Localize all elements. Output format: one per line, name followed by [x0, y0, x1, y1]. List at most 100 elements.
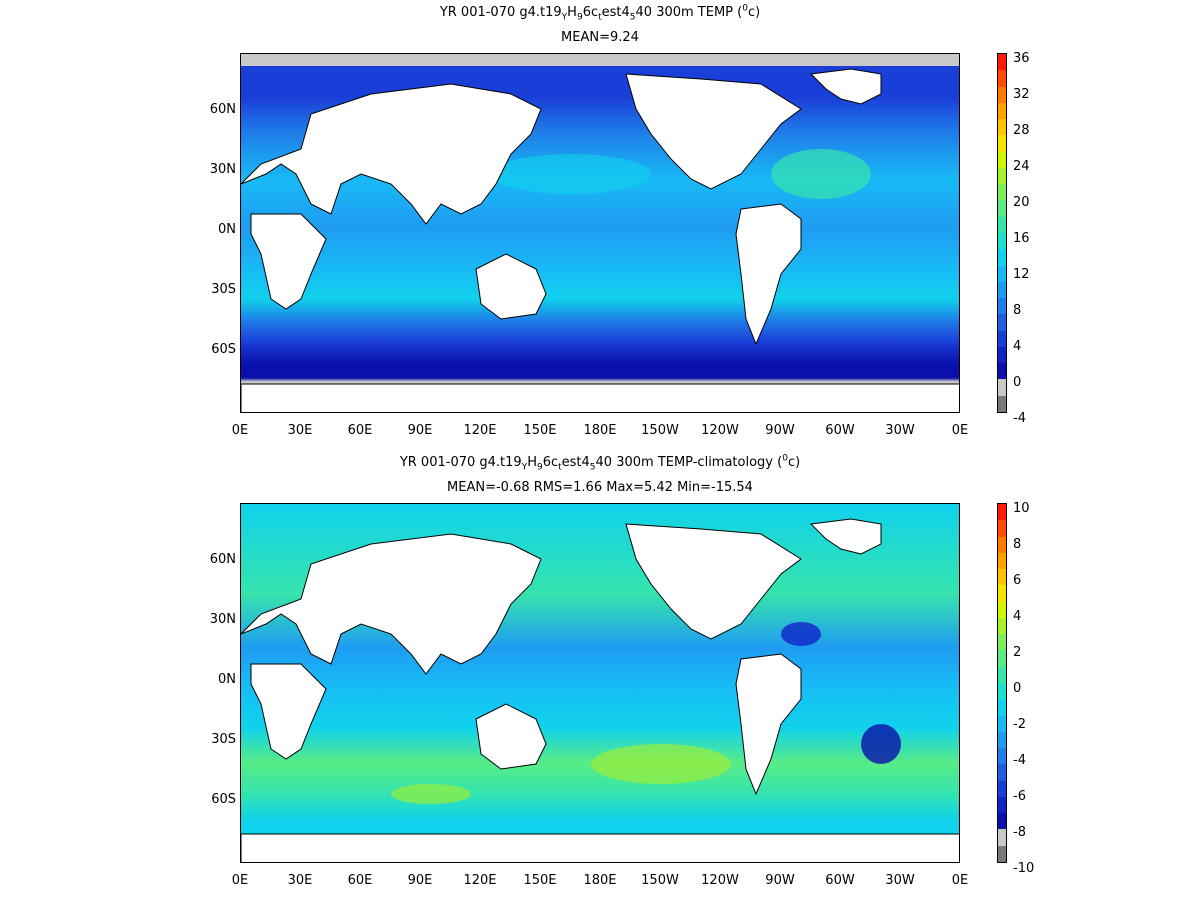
colorbar-segment — [998, 504, 1006, 521]
x-tick-label: 150E — [523, 873, 557, 888]
colorbar-segment — [998, 569, 1006, 587]
y-tick-label: 30N — [209, 612, 236, 627]
y-tick-label: 30N — [209, 162, 236, 177]
colorbar-segment — [998, 167, 1006, 185]
x-tick-label: 30E — [287, 423, 313, 438]
x-tick-label: 60E — [347, 873, 373, 888]
colorbar-label: 8 — [1013, 303, 1022, 318]
southern-warm-anomaly — [391, 784, 471, 804]
temperature-map-graphic — [241, 54, 959, 412]
x-tick-label: 120E — [463, 423, 497, 438]
colorbar-segment — [998, 135, 1006, 153]
colorbar-segment — [998, 764, 1006, 782]
y-tick-label: 30S — [211, 282, 236, 297]
arctic-mask — [241, 54, 959, 66]
antarctica — [241, 833, 959, 862]
anomaly-map — [240, 503, 960, 863]
colorbar-segment — [998, 151, 1006, 169]
x-tick-label: 0E — [231, 873, 249, 888]
colorbar-label: 2 — [1013, 645, 1022, 660]
cold-anomaly — [781, 622, 821, 646]
x-tick-label: 60W — [825, 423, 855, 438]
colorbar-segment — [998, 617, 1006, 635]
x-tick-label: 30E — [287, 873, 313, 888]
north-america — [625, 523, 802, 640]
colorbar-label: 12 — [1013, 267, 1030, 282]
greenland — [809, 518, 882, 555]
colorbar-label: 32 — [1013, 87, 1030, 102]
colorbar-segment — [998, 379, 1006, 397]
colorbar — [997, 503, 1007, 863]
colorbar-segment — [998, 683, 1006, 700]
x-tick-label: 120W — [701, 873, 739, 888]
colorbar-segment — [998, 281, 1006, 299]
bottom-map-panel: YR 001-070 g4.t19YH96ctest4540 300m TEMP… — [0, 450, 1200, 900]
colorbar-label: -8 — [1013, 825, 1026, 840]
x-tick-label: 150E — [523, 423, 557, 438]
colorbar-segment — [998, 54, 1006, 71]
colorbar-segment — [998, 314, 1006, 332]
eurasia — [241, 533, 542, 675]
colorbar-label: 28 — [1013, 123, 1030, 138]
colorbar-segment — [998, 601, 1006, 619]
colorbar-segment — [998, 363, 1006, 381]
colorbar-segment — [998, 585, 1006, 603]
map-title: YR 001-070 g4.t19YH96ctest4540 300m TEMP… — [439, 3, 761, 23]
colorbar-segment — [998, 184, 1006, 202]
colorbar-label: 36 — [1013, 51, 1030, 66]
x-tick-label: 60E — [347, 423, 373, 438]
y-tick-label: 60N — [209, 102, 236, 117]
top-map-panel: YR 001-070 g4.t19YH96ctest4540 300m TEMP… — [209, 3, 1030, 438]
colorbar-segment — [998, 233, 1006, 250]
colorbar-label: 6 — [1013, 573, 1022, 588]
x-tick-label: 90W — [765, 423, 795, 438]
colorbar-segment — [998, 395, 1006, 412]
colorbar-segment — [998, 265, 1006, 283]
colorbar-segment — [998, 829, 1006, 847]
colorbar-segment — [998, 780, 1006, 798]
south-america — [735, 203, 802, 346]
colorbar-label: 24 — [1013, 159, 1030, 174]
map-subtitle: MEAN=-0.68 RMS=1.66 Max=5.42 Min=-15.54 — [447, 480, 753, 495]
colorbar-segment — [998, 845, 1006, 862]
x-tick-label: 120E — [463, 873, 497, 888]
colorbar-segment — [998, 552, 1006, 570]
colorbar-label: 0 — [1013, 681, 1022, 696]
y-tick-label: 60N — [209, 552, 236, 567]
colorbar — [997, 53, 1007, 413]
africa — [250, 213, 327, 310]
y-tick-label: 60S — [211, 342, 236, 357]
temperature-map — [240, 53, 960, 413]
y-tick-label: 0N — [218, 222, 236, 237]
greenland — [809, 68, 882, 105]
subtropical-gyre-pacific — [491, 154, 651, 194]
colorbar-label: 20 — [1013, 195, 1030, 210]
x-tick-label: 150W — [641, 873, 679, 888]
colorbar-label: 10 — [1013, 501, 1030, 516]
x-tick-label: 0E — [951, 423, 969, 438]
x-tick-label: 30W — [885, 423, 915, 438]
antarctica — [241, 383, 959, 412]
colorbar-segment — [998, 249, 1006, 267]
colorbar-label: 8 — [1013, 537, 1022, 552]
colorbar-label: -4 — [1013, 411, 1026, 426]
colorbar-segment — [998, 715, 1006, 733]
colorbar-segment — [998, 216, 1006, 234]
south-america — [735, 653, 802, 796]
continents — [241, 68, 959, 412]
colorbar-segment — [998, 102, 1006, 120]
colorbar-segment — [998, 634, 1006, 652]
colorbar-segment — [998, 86, 1006, 104]
x-tick-label: 90E — [407, 873, 433, 888]
eurasia — [241, 83, 542, 225]
colorbar-segment — [998, 666, 1006, 684]
x-tick-label: 180E — [583, 873, 617, 888]
colorbar-label: -4 — [1013, 753, 1026, 768]
y-tick-label: 30S — [211, 732, 236, 747]
africa — [250, 663, 327, 760]
colorbar-segment — [998, 536, 1006, 554]
southern-warm-anomaly — [591, 744, 731, 784]
colorbar-segment — [998, 731, 1006, 749]
colorbar-segment — [998, 200, 1006, 218]
cold-anomaly — [861, 724, 901, 764]
